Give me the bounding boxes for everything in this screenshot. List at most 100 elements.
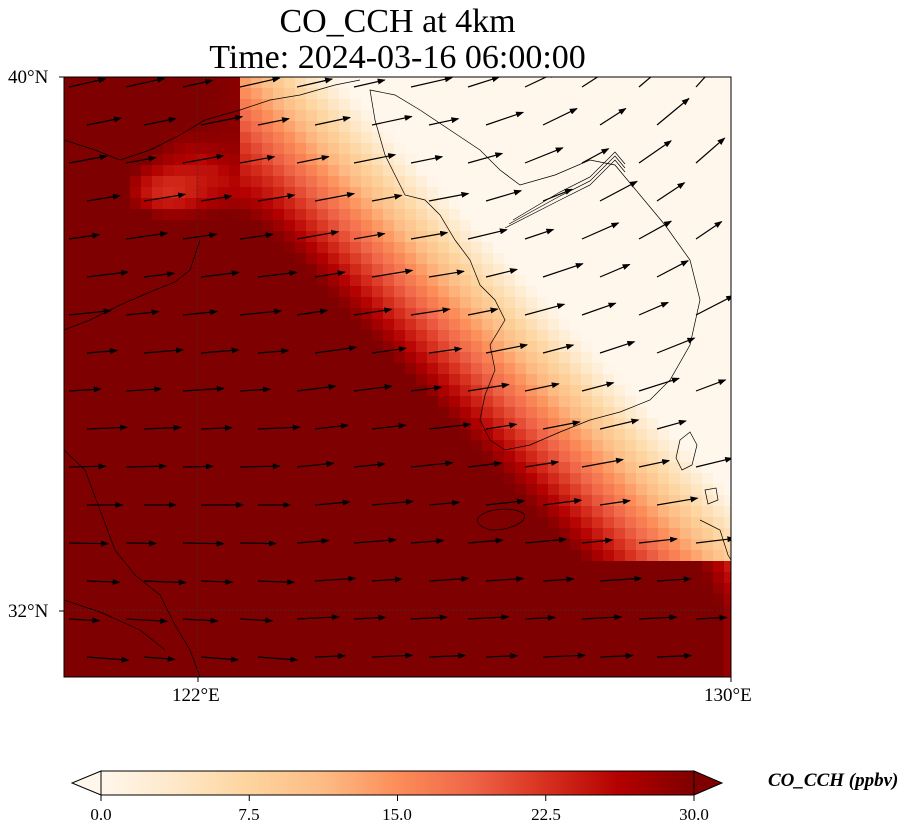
field-cell [449,121,461,133]
field-cell [130,253,142,265]
field-cell [273,209,285,221]
field-cell [218,297,230,309]
field-cell [97,374,109,386]
field-cell [251,209,263,221]
field-cell [218,429,230,441]
field-cell [229,407,241,419]
field-cell [724,319,731,331]
field-cell [691,77,703,89]
field-cell [361,572,373,584]
field-cell [394,363,406,375]
field-cell [581,198,593,210]
field-cell [669,561,681,573]
field-cell [471,572,483,584]
field-cell [658,275,670,287]
field-cell [350,440,362,452]
field-cell [196,242,208,254]
field-cell [218,594,230,606]
field-cell [295,132,307,144]
field-cell [647,671,659,677]
field-cell [372,671,384,677]
field-cell [603,539,615,551]
field-cell [317,143,329,155]
field-cell [702,242,714,254]
field-cell [229,352,241,364]
field-cell [592,231,604,243]
field-cell [504,132,516,144]
field-cell [97,297,109,309]
field-cell [152,220,164,232]
field-cell [383,242,395,254]
field-cell [130,363,142,375]
field-cell [383,198,395,210]
field-cell [427,638,439,650]
field-cell [240,440,252,452]
field-cell [658,561,670,573]
field-cell [438,110,450,122]
field-cell [174,385,186,397]
field-cell [592,165,604,177]
field-cell [119,407,131,419]
field-cell [504,154,516,166]
field-cell [152,275,164,287]
field-cell [284,418,296,430]
field-cell [702,165,714,177]
field-cell [86,187,98,199]
field-cell [383,572,395,584]
field-cell [86,363,98,375]
field-cell [328,440,340,452]
field-cell [251,451,263,463]
field-cell [295,99,307,111]
field-cell [449,297,461,309]
field-cell [581,528,593,540]
field-cell [218,264,230,276]
field-cell [174,528,186,540]
field-cell [537,165,549,177]
field-cell [372,110,384,122]
wind-vector [410,538,445,545]
field-cell [691,154,703,166]
field-cell [416,110,428,122]
field-cell [526,616,538,628]
field-cell [482,638,494,650]
field-cell [680,121,692,133]
field-cell [86,539,98,551]
field-cell [130,220,142,232]
field-cell [460,132,472,144]
field-cell [97,352,109,364]
field-cell [526,550,538,562]
field-cell [581,374,593,386]
field-cell [372,407,384,419]
field-cell [592,253,604,265]
field-cell [724,495,731,507]
wind-vector [182,153,225,164]
field-cell [196,275,208,287]
field-cell [141,88,153,100]
field-cell [691,671,703,677]
field-cell [328,275,340,287]
field-cell [548,220,560,232]
field-cell [691,231,703,243]
field-cell [614,583,626,595]
field-cell [141,605,153,617]
field-cell [647,220,659,232]
field-cell [119,671,131,677]
field-cell [724,561,731,573]
field-cell [570,209,582,221]
field-cell [163,77,175,89]
field-cell [691,649,703,661]
field-cell [449,396,461,408]
field-cell [339,341,351,353]
field-cell [328,649,340,661]
field-cell [86,77,98,89]
field-cell [163,308,175,320]
field-cell [174,176,186,188]
field-cell [471,297,483,309]
field-cell [185,165,197,177]
field-cell [493,297,505,309]
field-cell [416,209,428,221]
field-cell [405,451,417,463]
field-cell [515,231,527,243]
wind-vector [371,268,414,278]
